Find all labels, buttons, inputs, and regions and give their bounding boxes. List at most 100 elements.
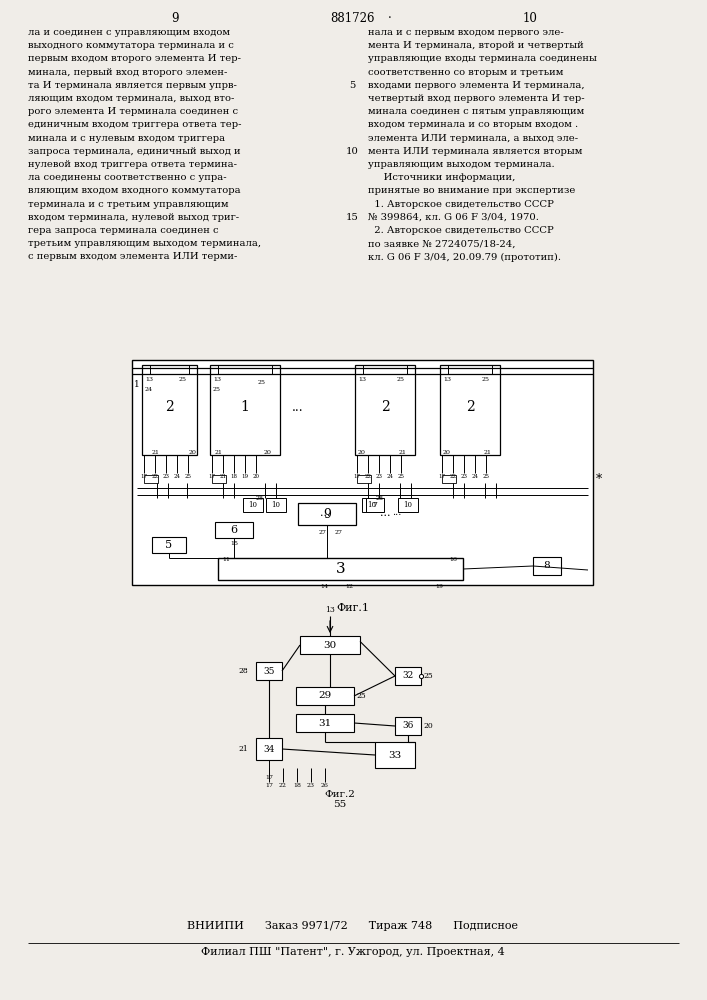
Bar [442, 475, 456, 483]
Text: по заявке № 2724075/18-24,: по заявке № 2724075/18-24, [368, 239, 515, 248]
Bar [210, 365, 280, 455]
Bar [298, 503, 356, 525]
Text: 15: 15 [230, 541, 238, 546]
Text: 22: 22 [151, 474, 158, 479]
Text: *: * [596, 473, 602, 486]
Text: 24: 24 [173, 474, 180, 479]
Text: входом терминала, нулевой выход триг-: входом терминала, нулевой выход триг- [28, 213, 239, 222]
Text: 30: 30 [323, 641, 337, 650]
Text: 6: 6 [230, 525, 238, 535]
Bar [395, 717, 421, 735]
Text: Фиг.2: Фиг.2 [325, 790, 356, 799]
Text: 3: 3 [336, 562, 345, 576]
Text: 11: 11 [222, 557, 230, 562]
Text: № 399864, кл. G 06 F 3/04, 1970.: № 399864, кл. G 06 F 3/04, 1970. [368, 213, 539, 222]
Text: управляющим выходом терминала.: управляющим выходом терминала. [368, 160, 554, 169]
Text: 17: 17 [265, 775, 273, 780]
Text: 23: 23 [375, 474, 382, 479]
Text: Филиал ПШ "Патент", г. Ужгород, ул. Проектная, 4: Филиал ПШ "Патент", г. Ужгород, ул. Прое… [201, 947, 505, 957]
Text: 22: 22 [450, 474, 457, 479]
Text: 1: 1 [134, 380, 140, 389]
Bar [355, 365, 415, 455]
Text: управляющие входы терминала соединены: управляющие входы терминала соединены [368, 54, 597, 63]
Text: 25: 25 [213, 387, 221, 392]
Text: 36: 36 [402, 722, 414, 730]
Text: 19: 19 [241, 474, 249, 479]
Text: 22: 22 [279, 783, 287, 788]
Text: 32: 32 [402, 672, 414, 680]
Bar [362, 498, 382, 512]
Text: 23: 23 [163, 474, 170, 479]
Text: 25: 25 [258, 380, 266, 385]
Text: 5: 5 [165, 540, 173, 550]
Text: ...: ... [292, 401, 303, 414]
Text: ВНИИПИ      Заказ 9971/72      Тираж 748      Подписное: ВНИИПИ Заказ 9971/72 Тираж 748 Подписное [187, 921, 518, 931]
Text: 20: 20 [264, 450, 272, 455]
Text: Источники информации,: Источники информации, [368, 173, 515, 182]
Text: Фиг.1: Фиг.1 [337, 603, 370, 613]
Text: 25: 25 [397, 474, 404, 479]
Text: минала и с нулевым входом триггера: минала и с нулевым входом триггера [28, 134, 225, 143]
Text: 25: 25 [482, 377, 490, 382]
Text: запроса терминала, единичный выход и: запроса терминала, единичный выход и [28, 147, 240, 156]
Text: 20: 20 [443, 450, 451, 455]
Text: 18: 18 [293, 783, 301, 788]
Text: 16: 16 [449, 557, 457, 562]
Text: 18: 18 [230, 474, 238, 479]
Text: 20: 20 [189, 450, 197, 455]
Text: 7: 7 [373, 501, 378, 509]
Text: 17: 17 [141, 474, 148, 479]
Text: 21: 21 [399, 450, 407, 455]
Text: четвертый вход первого элемента И тер-: четвертый вход первого элемента И тер- [368, 94, 585, 103]
Text: 20: 20 [423, 722, 433, 730]
Text: входами первого элемента И терминала,: входами первого элемента И терминала, [368, 81, 585, 90]
Text: 55: 55 [334, 800, 346, 809]
Text: 25: 25 [397, 377, 405, 382]
Text: ла и соединен с управляющим входом: ла и соединен с управляющим входом [28, 28, 230, 37]
Bar [533, 557, 561, 575]
Text: 17: 17 [438, 474, 445, 479]
Text: 13: 13 [358, 377, 366, 382]
Text: ла соединены соответственно с упра-: ла соединены соответственно с упра- [28, 173, 227, 182]
Text: 21: 21 [215, 450, 223, 455]
Text: минала, первый вход второго элемен-: минала, первый вход второго элемен- [28, 68, 228, 77]
Text: с первым входом элемента ИЛИ терми-: с первым входом элемента ИЛИ терми- [28, 252, 238, 261]
Text: 2: 2 [380, 400, 390, 414]
Bar [300, 636, 360, 654]
Text: 24: 24 [387, 474, 394, 479]
Text: мента И терминала, второй и четвертый: мента И терминала, второй и четвертый [368, 41, 584, 50]
Bar [398, 498, 418, 512]
Bar [256, 738, 282, 760]
Bar [243, 498, 263, 512]
Text: 9: 9 [323, 508, 331, 520]
Text: 1. Авторское свидетельство СССР: 1. Авторское свидетельство СССР [368, 200, 554, 209]
Text: 21: 21 [152, 450, 160, 455]
Text: 25: 25 [185, 474, 192, 479]
Text: 21: 21 [484, 450, 492, 455]
Text: 13: 13 [443, 377, 451, 382]
Bar [212, 475, 226, 483]
Text: 5: 5 [349, 81, 355, 90]
Bar [375, 742, 415, 768]
Text: терминала и с третьим управляющим: терминала и с третьим управляющим [28, 200, 228, 209]
Text: 13: 13 [145, 377, 153, 382]
Text: ...: ... [320, 508, 330, 518]
Text: 15: 15 [346, 213, 358, 222]
Text: 2. Авторское свидетельство СССР: 2. Авторское свидетельство СССР [368, 226, 554, 235]
Bar [296, 714, 354, 732]
Text: 28: 28 [256, 496, 264, 501]
Bar [152, 537, 186, 553]
Text: рого элемента И терминала соединен с: рого элемента И терминала соединен с [28, 107, 238, 116]
Text: первым входом второго элемента И тер-: первым входом второго элемента И тер- [28, 54, 241, 63]
Text: ·: · [388, 12, 392, 25]
Text: минала соединен с пятым управляющим: минала соединен с пятым управляющим [368, 107, 584, 116]
Text: единичным входом триггера ответа тер-: единичным входом триггера ответа тер- [28, 120, 242, 129]
Text: входом терминала и со вторым входом .: входом терминала и со вторым входом . [368, 120, 578, 129]
Text: нала и с первым входом первого эле-: нала и с первым входом первого эле- [368, 28, 563, 37]
Text: 25: 25 [356, 692, 366, 700]
Text: 17: 17 [209, 474, 216, 479]
Text: 22: 22 [365, 474, 371, 479]
Text: 10: 10 [271, 501, 281, 509]
Text: элемента ИЛИ терминала, а выход эле-: элемента ИЛИ терминала, а выход эле- [368, 134, 578, 143]
Bar [366, 498, 384, 512]
